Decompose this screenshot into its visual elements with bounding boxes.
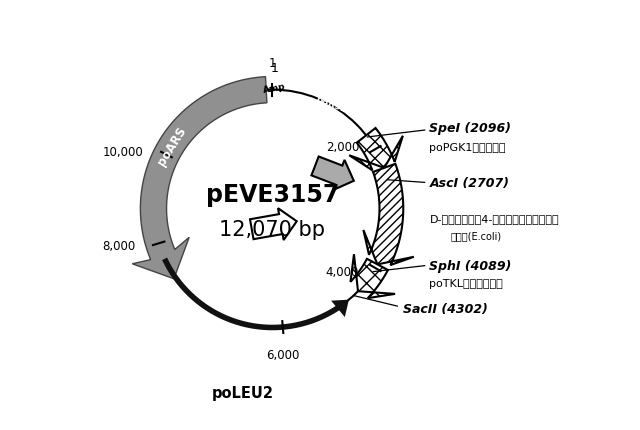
Polygon shape (250, 209, 297, 240)
Text: 4,000: 4,000 (326, 265, 359, 278)
Polygon shape (349, 129, 403, 171)
Text: pEVE3157: pEVE3157 (205, 183, 339, 207)
Text: 10,000: 10,000 (102, 146, 143, 159)
Text: SphI (4089): SphI (4089) (429, 260, 512, 273)
Text: SacII (4302): SacII (4302) (403, 302, 488, 315)
Text: D-アラビトール4-オキシドレダクターゼ: D-アラビトール4-オキシドレダクターゼ (429, 214, 559, 224)
Text: poARS: poARS (155, 125, 189, 168)
Polygon shape (351, 255, 395, 298)
Text: 2,000: 2,000 (326, 140, 359, 153)
Polygon shape (132, 77, 267, 279)
Text: SpeI (2096): SpeI (2096) (429, 122, 511, 135)
Text: 8,000: 8,000 (102, 239, 135, 252)
Polygon shape (331, 300, 349, 317)
Polygon shape (364, 164, 414, 265)
Text: AscI (2707): AscI (2707) (429, 176, 509, 190)
Text: 大腸菌(E.coli): 大腸菌(E.coli) (451, 230, 502, 240)
Text: 6,000: 6,000 (267, 348, 300, 361)
Text: 12,070 bp: 12,070 bp (220, 219, 325, 239)
Polygon shape (312, 157, 354, 190)
Text: poTKLターミネータ: poTKLターミネータ (429, 279, 503, 289)
Text: Amp: Amp (262, 82, 286, 95)
Text: 1: 1 (271, 62, 279, 75)
Text: poLEU2: poLEU2 (212, 386, 274, 400)
Text: pBR322: pBR322 (315, 95, 354, 117)
Text: poPGK1プロモータ: poPGK1プロモータ (429, 142, 506, 152)
Text: 1: 1 (269, 57, 276, 70)
